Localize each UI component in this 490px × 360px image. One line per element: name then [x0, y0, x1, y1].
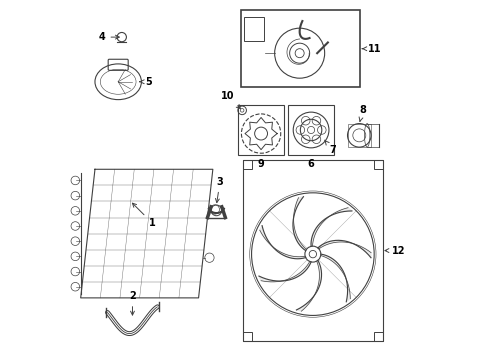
Text: 6: 6 — [308, 159, 315, 169]
Polygon shape — [318, 240, 371, 258]
Polygon shape — [293, 197, 306, 251]
Text: 11: 11 — [362, 44, 381, 54]
Text: 2: 2 — [129, 291, 136, 315]
Text: 8: 8 — [359, 105, 367, 121]
Bar — [347, 123, 371, 147]
Polygon shape — [296, 260, 321, 311]
Text: 5: 5 — [140, 77, 152, 87]
Bar — [373, 160, 383, 169]
Text: 1: 1 — [132, 203, 155, 228]
Bar — [238, 105, 284, 155]
Text: 3: 3 — [216, 177, 223, 203]
Polygon shape — [321, 254, 350, 302]
Text: 7: 7 — [324, 140, 336, 155]
Bar — [243, 160, 383, 341]
Bar — [288, 105, 334, 155]
Text: 12: 12 — [385, 246, 405, 256]
Text: 9: 9 — [258, 159, 265, 169]
Bar — [243, 332, 252, 341]
Polygon shape — [260, 226, 306, 259]
Bar — [373, 332, 383, 341]
Bar — [243, 160, 252, 169]
Text: 10: 10 — [221, 91, 241, 109]
Text: 4: 4 — [99, 32, 119, 42]
Polygon shape — [259, 261, 311, 282]
Polygon shape — [311, 208, 352, 246]
Bar — [245, 18, 264, 41]
Bar — [241, 10, 360, 87]
